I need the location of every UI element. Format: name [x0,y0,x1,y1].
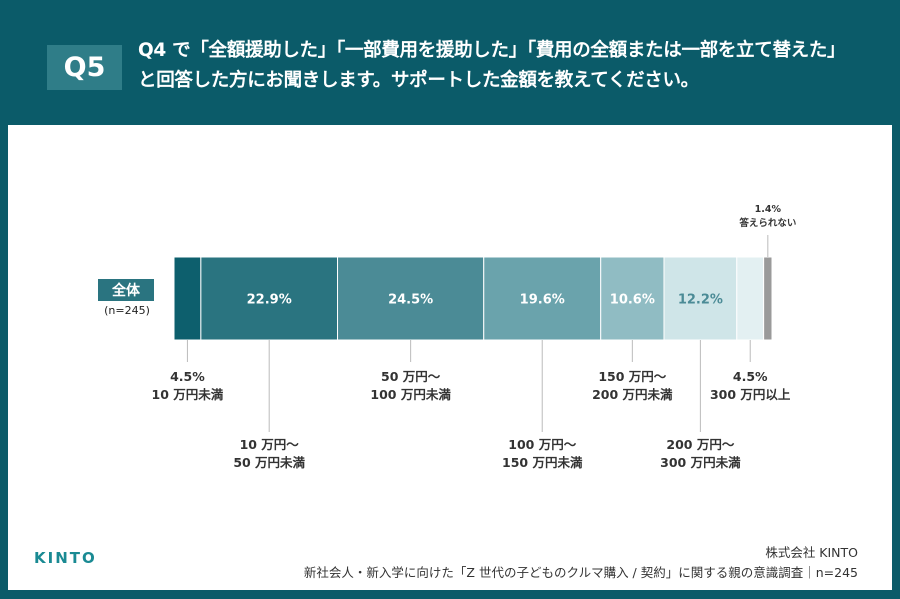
category-label: 100 万円〜 [508,437,576,452]
bar-segment [763,256,773,341]
bar-value-label: 12.2% [678,293,723,308]
category-label: 1.4% [755,204,782,215]
category-label: 4.5% [733,369,768,384]
category-label: 10 万円未満 [152,387,224,402]
category-label: 10 万円〜 [240,437,300,452]
category-label: 4.5% [170,369,205,384]
category-label: 300 万円以上 [710,387,791,402]
bar-segment [173,256,202,341]
question-text: Q4 で「全額援助した」「一部費用を援助した」「費用の全額または一部を立て替えた… [138,40,846,91]
row-label: 全体 [98,279,154,301]
category-label: 50 万円未満 [233,455,305,470]
chart-panel [8,125,892,590]
bar-value-label: 10.6% [610,293,655,308]
bar-segment [337,256,485,341]
bar-value-label: 24.5% [388,293,433,308]
category-label: 100 万円未満 [370,387,451,402]
question-badge: Q5 [47,45,122,90]
category-label: 150 万円未満 [502,455,583,470]
bar-segment [663,256,738,341]
company-name: 株式会社 KINTO [765,545,858,560]
category-label: 200 万円〜 [666,437,734,452]
bar-value-label: 22.9% [247,293,292,308]
category-label: 50 万円〜 [381,369,441,384]
category-label: 200 万円未満 [592,387,673,402]
category-label: 150 万円〜 [598,369,666,384]
bar-segment [483,256,602,341]
category-label: 300 万円未満 [660,455,741,470]
kinto-logo: KINTO [34,549,97,567]
row-sample-size: (n=245) [104,304,150,317]
survey-title: 新社会人・新入学に向けた「Z 世代の子どものクルマ購入 / 契約」に関する親の意… [303,565,858,580]
bar-value-label: 19.6% [520,293,565,308]
bar-segment [736,256,765,341]
category-label: 答えられない [738,217,796,229]
